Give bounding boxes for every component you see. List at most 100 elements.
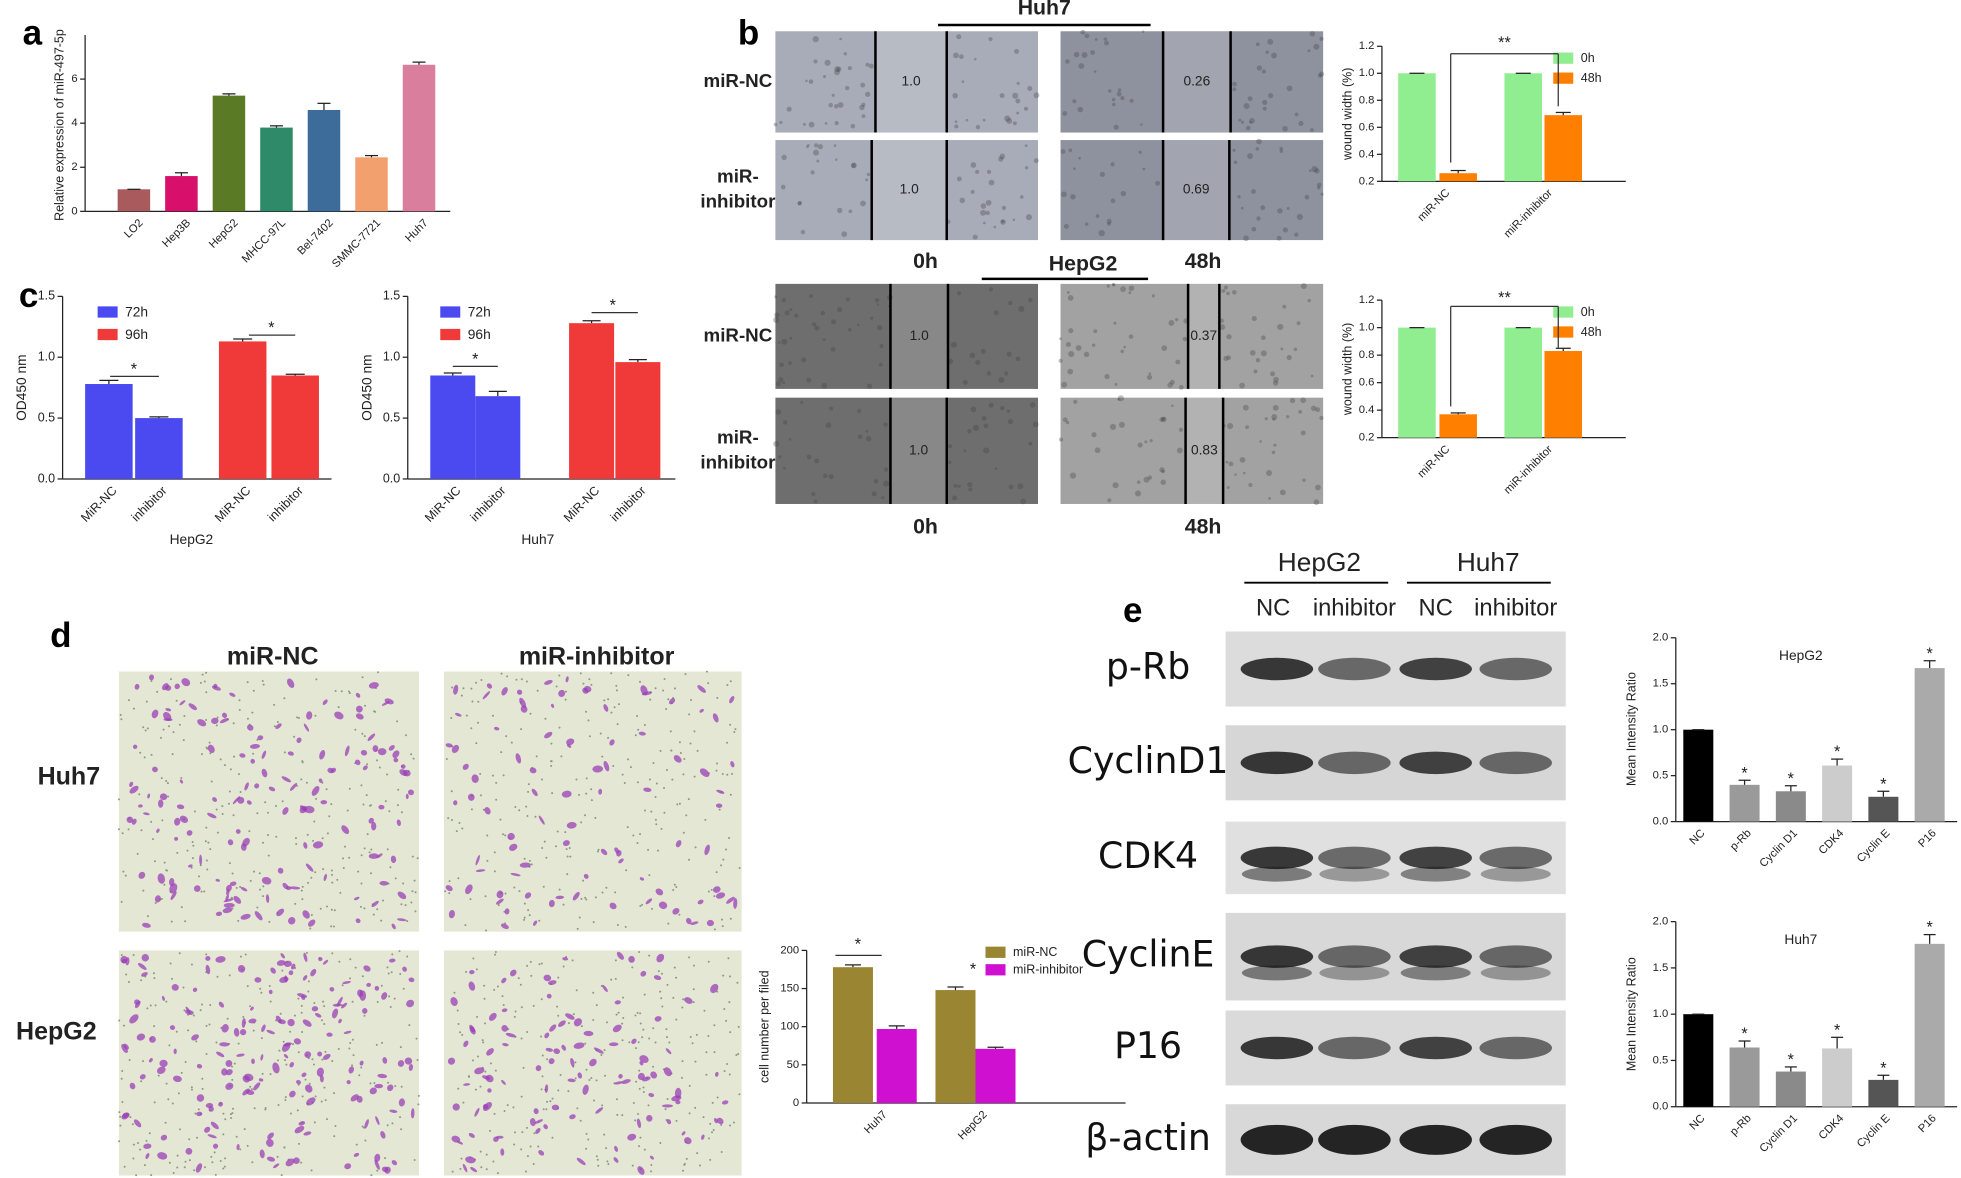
pore (235, 1135, 238, 1138)
cell (207, 744, 215, 754)
cell (524, 892, 532, 899)
cell-speck (1273, 376, 1279, 383)
cell-speck (1168, 319, 1175, 326)
cell-speck (999, 153, 1006, 160)
pore (693, 964, 696, 967)
pore (261, 679, 264, 682)
pore (537, 1145, 540, 1148)
cell (561, 790, 572, 798)
pore (639, 680, 642, 683)
pore (688, 956, 691, 959)
pore (504, 892, 507, 895)
cell (205, 1103, 214, 1108)
cell (475, 854, 480, 866)
bar (1868, 796, 1899, 822)
pore (201, 673, 204, 676)
cell-speck (957, 484, 961, 488)
pore (168, 1161, 171, 1164)
cell (311, 1006, 319, 1012)
cell-speck (1128, 291, 1132, 295)
pore (601, 755, 604, 758)
cell-speck (1279, 489, 1286, 496)
pore (525, 805, 528, 808)
pore (208, 741, 211, 744)
cell-speck (1169, 379, 1175, 385)
cell (233, 895, 242, 904)
cell-speck (834, 120, 839, 126)
pore (256, 812, 259, 815)
pore (475, 742, 478, 745)
pore (594, 896, 597, 899)
pore (520, 728, 523, 731)
pore (251, 1161, 254, 1164)
legend-swatch (985, 964, 1006, 976)
cell (462, 763, 469, 770)
significance-mark: * (1880, 775, 1887, 793)
cell (589, 1058, 597, 1067)
pore (621, 1022, 624, 1025)
cell-speck (773, 440, 780, 447)
legend-label: miR-NC (1013, 945, 1057, 959)
pore (729, 1124, 732, 1127)
pore (648, 1037, 651, 1040)
cell (519, 697, 527, 708)
cell (730, 761, 735, 768)
pore (305, 781, 308, 784)
cell (283, 1054, 289, 1059)
cell-speck (1161, 345, 1168, 351)
pore (121, 1101, 124, 1104)
pore (237, 1042, 240, 1045)
cell-speck (988, 402, 994, 408)
pore (538, 963, 541, 966)
cell (129, 1082, 136, 1090)
cell (397, 891, 407, 900)
pore (333, 1135, 336, 1138)
pore (146, 915, 149, 918)
cell (216, 1051, 225, 1058)
significance-mark: * (131, 360, 138, 378)
cell-speck (1004, 115, 1011, 122)
pore (342, 857, 345, 860)
pore (665, 1036, 668, 1039)
cell (129, 1014, 139, 1024)
cell (366, 982, 372, 987)
pore (414, 891, 417, 894)
cell-speck (1000, 405, 1005, 411)
pore (648, 778, 651, 781)
pore (610, 978, 613, 981)
cell (173, 1075, 182, 1083)
y-tick-label: 150 (780, 983, 799, 995)
pore (167, 795, 170, 798)
cell-speck (994, 467, 998, 470)
cell (281, 776, 292, 783)
pore (150, 680, 153, 683)
pore (737, 1025, 740, 1028)
cell-speck (1308, 169, 1312, 173)
cell-speck (1067, 295, 1074, 301)
cell-speck (1240, 120, 1245, 124)
pore (681, 1006, 684, 1009)
pore (145, 1139, 148, 1142)
pore (278, 1049, 281, 1052)
cell-speck (876, 324, 883, 331)
pore (300, 1161, 303, 1164)
pore (231, 1112, 234, 1115)
pore (716, 990, 719, 993)
cell (322, 959, 329, 965)
y-tick-label: 0.5 (383, 410, 400, 424)
cell (185, 1147, 193, 1155)
pore (149, 1004, 152, 1007)
cell (519, 862, 531, 868)
pore (614, 977, 617, 980)
pore (590, 683, 593, 686)
pore (551, 1136, 554, 1139)
cell (196, 1111, 203, 1117)
pore (289, 1030, 292, 1033)
cell-speck (773, 122, 778, 127)
pore (142, 889, 145, 892)
cell (211, 717, 219, 724)
pore (153, 977, 156, 980)
pore (486, 859, 489, 862)
pore (665, 707, 668, 710)
pore (655, 823, 658, 826)
